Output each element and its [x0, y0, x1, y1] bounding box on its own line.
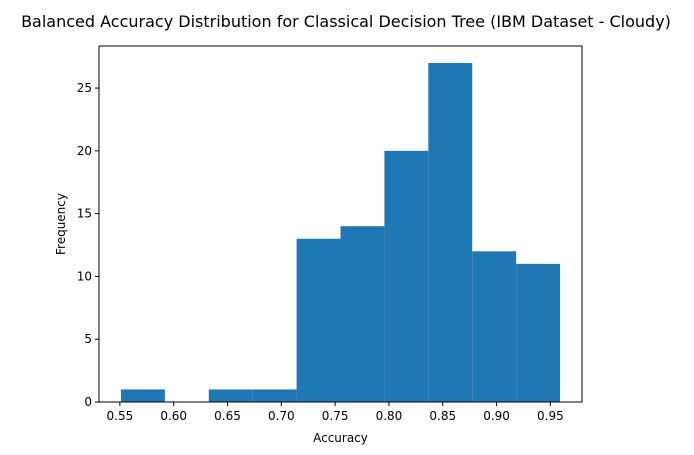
histogram-bar	[296, 238, 341, 402]
x-axis: 0.55 0.60 0.65 0.70 0.75 0.80 0.85 0.90 0.95	[107, 402, 564, 423]
y-tick-label: 15	[77, 207, 92, 221]
x-tick-label: 0.70	[268, 409, 295, 423]
x-tick-label: 0.80	[376, 409, 403, 423]
y-axis: 0 5 10 15 20 25	[77, 81, 99, 409]
histogram-bar	[252, 389, 297, 402]
x-tick-label: 0.85	[429, 409, 456, 423]
x-tick-label: 0.55	[107, 409, 134, 423]
x-tick-label: 0.95	[537, 409, 564, 423]
x-tick-label: 0.75	[322, 409, 349, 423]
chart-title: Balanced Accuracy Distribution for Class…	[21, 12, 671, 31]
x-axis-label: Accuracy	[313, 431, 368, 445]
x-tick-label: 0.60	[160, 409, 187, 423]
y-tick-label: 5	[84, 332, 92, 346]
histogram-bar	[428, 62, 473, 402]
x-tick-label: 0.90	[483, 409, 510, 423]
y-tick-label: 25	[77, 81, 92, 95]
histogram-bars	[120, 62, 561, 402]
histogram-bar	[208, 389, 253, 402]
histogram-bar	[120, 389, 165, 402]
histogram-bar	[340, 226, 385, 402]
y-tick-label: 10	[77, 269, 92, 283]
histogram-bar	[516, 263, 561, 402]
y-tick-label: 20	[77, 144, 92, 158]
y-tick-label: 0	[84, 395, 92, 409]
x-tick-label: 0.65	[214, 409, 241, 423]
histogram-bar	[384, 150, 429, 402]
y-axis-label: Frequency	[54, 193, 68, 255]
histogram-bar	[472, 251, 517, 402]
plot-frame	[98, 45, 583, 403]
